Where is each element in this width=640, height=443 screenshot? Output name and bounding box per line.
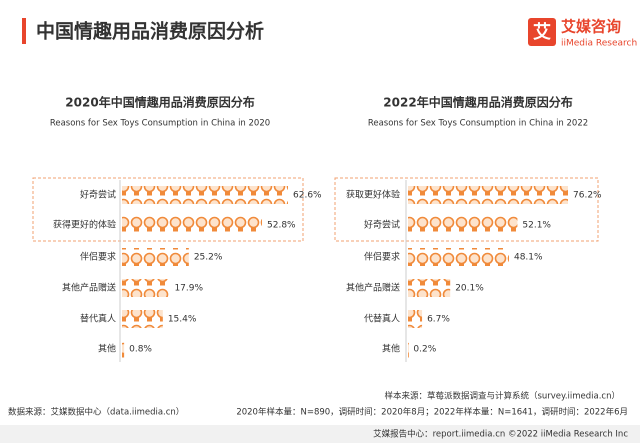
logo-en: iiMedia Research <box>561 39 637 49</box>
bar <box>408 279 451 297</box>
logo-icon <box>528 18 556 46</box>
value-label: 25.2% <box>194 253 223 263</box>
logo-icon-text: 艾 <box>533 21 551 43</box>
category-label: 其他产品赠送 <box>62 282 116 294</box>
value-label: 20.1% <box>455 284 484 294</box>
bar <box>408 216 518 234</box>
value-label: 76.2% <box>573 191 602 201</box>
category-label: 其他 <box>98 343 116 355</box>
bar <box>122 248 189 266</box>
category-label: 获得更好的体验 <box>53 219 116 231</box>
sample-size: 2020年样本量：N=890，调研时间：2020年8月；2022年样本量：N=1… <box>236 407 628 418</box>
category-label: 代替真人 <box>364 313 400 325</box>
value-label: 52.1% <box>522 221 551 231</box>
title-accent <box>22 18 26 44</box>
bar <box>408 248 509 266</box>
category-label: 伴侣要求 <box>80 251 116 263</box>
bar <box>122 310 163 328</box>
bar <box>408 186 568 204</box>
chart-subtitle: Reasons for Sex Toys Consumption in Chin… <box>50 119 270 129</box>
chart-title: 2020年中国情趣用品消费原因分布 <box>65 95 254 110</box>
chart-title: 2022年中国情趣用品消费原因分布 <box>383 95 572 110</box>
bar <box>408 310 423 328</box>
category-label: 好奇尝试 <box>80 189 116 201</box>
highlight-box <box>32 177 304 242</box>
value-label: 15.4% <box>168 315 197 325</box>
bar <box>122 186 288 204</box>
data-source: 数据来源：艾媒数据中心（data.iimedia.cn） <box>8 407 184 418</box>
value-label: 62.6% <box>293 191 322 201</box>
page-title: 中国情趣用品消费原因分析 <box>36 20 264 43</box>
category-label: 替代真人 <box>80 313 116 325</box>
category-label: 其他 <box>382 343 400 355</box>
report-center: 艾媒报告中心：report.iimedia.cn ©2022 iiMedia R… <box>373 429 628 440</box>
value-label: 48.1% <box>514 253 543 263</box>
category-label: 伴侣要求 <box>364 251 400 263</box>
logo-cn: 艾媒咨询 <box>561 18 621 36</box>
chart-subtitle: Reasons for Sex Toys Consumption in Chin… <box>368 119 588 129</box>
footer-bar <box>0 425 640 443</box>
bar <box>122 340 125 358</box>
value-label: 52.8% <box>267 221 296 231</box>
value-label: 0.2% <box>413 345 436 355</box>
highlight-box <box>334 177 599 242</box>
value-label: 6.7% <box>427 315 450 325</box>
sample-source: 样本来源：草莓派数据调查与计算系统（survey.iimedia.cn） <box>384 391 620 402</box>
bar <box>408 340 409 358</box>
value-label: 0.8% <box>129 345 152 355</box>
bar <box>122 279 170 297</box>
bar <box>122 216 263 234</box>
value-label: 17.9% <box>174 284 203 294</box>
category-label: 获取更好体验 <box>346 189 400 201</box>
category-label: 好奇尝试 <box>364 219 400 231</box>
category-label: 其他产品赠送 <box>346 282 400 294</box>
